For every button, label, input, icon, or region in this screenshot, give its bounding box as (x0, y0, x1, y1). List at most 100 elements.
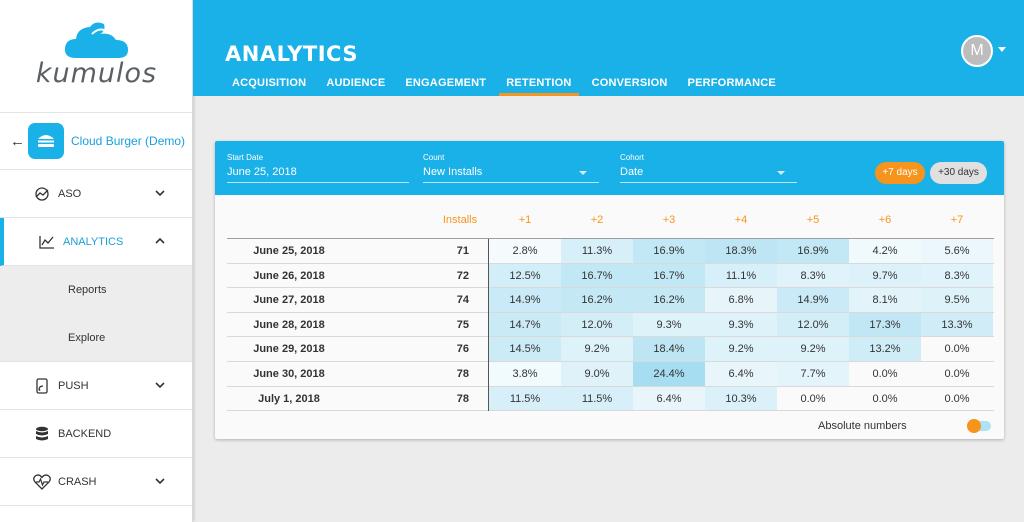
sidebar-item-analytics[interactable]: ANALYTICS (0, 218, 192, 266)
retention-cell: 16.7% (633, 263, 705, 288)
column-divider (488, 239, 489, 411)
retention-cell: 9.3% (633, 312, 705, 337)
start-date-field[interactable]: Start Date June 25, 2018 (227, 153, 409, 183)
toggle-knob[interactable] (967, 419, 981, 433)
retention-cell: 9.0% (561, 361, 633, 386)
retention-cell: 7.7% (777, 361, 849, 386)
retention-cell: 16.9% (777, 239, 849, 263)
cohort-date: June 28, 2018 (253, 318, 325, 331)
plus-7-days-button[interactable]: +7 days (875, 162, 925, 184)
cohort-select[interactable]: Cohort Date (620, 153, 797, 183)
tab-retention[interactable]: RETENTION (499, 76, 579, 96)
retention-cell: 3.8% (489, 361, 561, 386)
retention-cell: 4.2% (849, 239, 921, 263)
page-title: ANALYTICS (225, 42, 358, 66)
caret-down-icon[interactable] (998, 47, 1006, 52)
retention-cell: 11.3% (561, 239, 633, 263)
field-label: Cohort (620, 153, 645, 162)
cohort-select-value[interactable]: Date (620, 166, 797, 183)
day-header: +7 (950, 214, 964, 226)
retention-cell: 0.0% (944, 392, 970, 405)
start-date-input[interactable]: June 25, 2018 (227, 166, 409, 183)
day-header: +6 (878, 214, 892, 226)
chevron-down-icon (155, 382, 165, 389)
day-header: +5 (806, 214, 820, 226)
app-name: Cloud Burger (Demo) (71, 134, 186, 148)
tab-performance[interactable]: PERFORMANCE (687, 77, 776, 89)
installs-value: 78 (456, 367, 469, 380)
retention-card: Start Date June 25, 2018 Count New Insta… (215, 141, 1004, 439)
logo-text: kumulos (35, 58, 158, 89)
chevron-down-icon (155, 478, 165, 485)
retention-cell: 6.4% (705, 361, 777, 386)
field-label: Start Date (227, 153, 264, 162)
installs-value: 76 (456, 343, 469, 356)
sidebar-subitem-label: Reports (68, 284, 107, 296)
logo-area: kumulos (0, 0, 192, 113)
sidebar-item-label: CRASH (58, 475, 97, 488)
sidebar-item-aso[interactable]: ASO (0, 170, 192, 218)
installs-value: 74 (456, 294, 469, 307)
sidebar-item-label: PUSH (58, 379, 89, 392)
back-arrow-icon[interactable]: ← (10, 132, 25, 150)
retention-cell: 14.9% (489, 288, 561, 312)
retention-cell: 18.4% (633, 337, 705, 361)
retention-cell: 9.5% (921, 288, 993, 312)
retention-cell: 9.3% (705, 312, 777, 337)
retention-cell: 13.2% (849, 337, 921, 361)
sidebar-item-label: ASO (58, 187, 82, 200)
retention-cell: 6.4% (633, 386, 705, 411)
retention-cell: 10.3% (705, 386, 777, 411)
cohort-date: June 27, 2018 (253, 294, 325, 307)
tab-audience[interactable]: AUDIENCE (326, 77, 386, 89)
day-header: +2 (590, 214, 604, 226)
installs-value: 75 (456, 318, 469, 331)
analytics-tabs: ACQUISITION AUDIENCE ENGAGEMENT RETENTIO… (225, 76, 789, 96)
table-row: June 28, 2018 75 14.7% 12.0% 9.3% 9.3% 12.0% 17… (227, 312, 994, 338)
sidebar-subitem-label: Explore (68, 331, 106, 344)
retention-cell: 14.7% (489, 312, 561, 337)
cohort-date: June 25, 2018 (253, 245, 325, 257)
retention-cell: 8.3% (777, 263, 849, 288)
retention-cell: 12.5% (489, 263, 561, 288)
table-row: June 25, 2018 71 2.8% 11.3% 16.9% 18.3% 16.9% 4… (227, 239, 994, 264)
trend-chart-icon (32, 186, 52, 202)
table-row: June 26, 2018 72 12.5% 16.7% 16.7% 11.1% 8.3% 9… (227, 263, 994, 289)
count-select[interactable]: Count New Installs (423, 153, 599, 183)
top-header: ANALYTICS ACQUISITION AUDIENCE ENGAGEMEN… (193, 0, 1024, 96)
retention-cell: 11.1% (705, 263, 777, 288)
retention-table: Installs +1 +2 +3 +4 +5 +6 +7 June 25, 2… (227, 205, 994, 412)
retention-cell: 2.8% (489, 239, 561, 263)
app-selector[interactable]: ← Cloud Burger (Demo) (0, 113, 192, 170)
filter-bar: Start Date June 25, 2018 Count New Insta… (215, 141, 1004, 195)
sidebar-subitem-explore[interactable]: Explore (0, 314, 192, 362)
chevron-down-icon (155, 190, 165, 197)
plus-30-days-button[interactable]: +30 days (930, 162, 987, 184)
retention-cell: 16.2% (561, 288, 633, 312)
cohort-date: June 29, 2018 (253, 343, 325, 356)
sidebar-item-backend[interactable]: BACKEND (0, 410, 192, 458)
table-header-row: Installs +1 +2 +3 +4 +5 +6 +7 (227, 205, 994, 239)
retention-cell: 5.6% (921, 239, 993, 263)
table-body: June 25, 2018 71 2.8% 11.3% 16.9% 18.3% 16.9% 4… (227, 239, 994, 412)
tab-acquisition[interactable]: ACQUISITION (232, 77, 307, 89)
installs-value: 72 (456, 269, 469, 282)
tab-engagement[interactable]: ENGAGEMENT (405, 77, 487, 89)
sidebar-item-push[interactable]: PUSH (0, 362, 192, 410)
sidebar: kumulos ← Cloud Burger (Demo) ASO ANALYT… (0, 0, 193, 522)
database-icon (32, 426, 52, 442)
cohort-date: June 30, 2018 (253, 367, 325, 380)
table-row: June 27, 2018 74 14.9% 16.2% 16.2% 6.8% 14.9% 8… (227, 288, 994, 313)
retention-cell: 9.2% (777, 337, 849, 361)
caret-down-icon (579, 171, 587, 175)
push-notification-icon (32, 377, 52, 394)
retention-cell: 0.0% (944, 367, 970, 380)
sidebar-item-crash[interactable]: CRASH (0, 458, 192, 506)
avatar[interactable]: M (961, 35, 993, 67)
retention-cell: 9.2% (561, 337, 633, 361)
table-row: July 1, 2018 78 11.5% 11.5% 6.4% 10.3% 0.0% 0.0… (227, 386, 994, 412)
count-select-value[interactable]: New Installs (423, 166, 599, 183)
tab-conversion[interactable]: CONVERSION (591, 77, 668, 89)
sidebar-subitem-reports[interactable]: Reports (0, 266, 192, 314)
heartbeat-icon (32, 473, 52, 490)
